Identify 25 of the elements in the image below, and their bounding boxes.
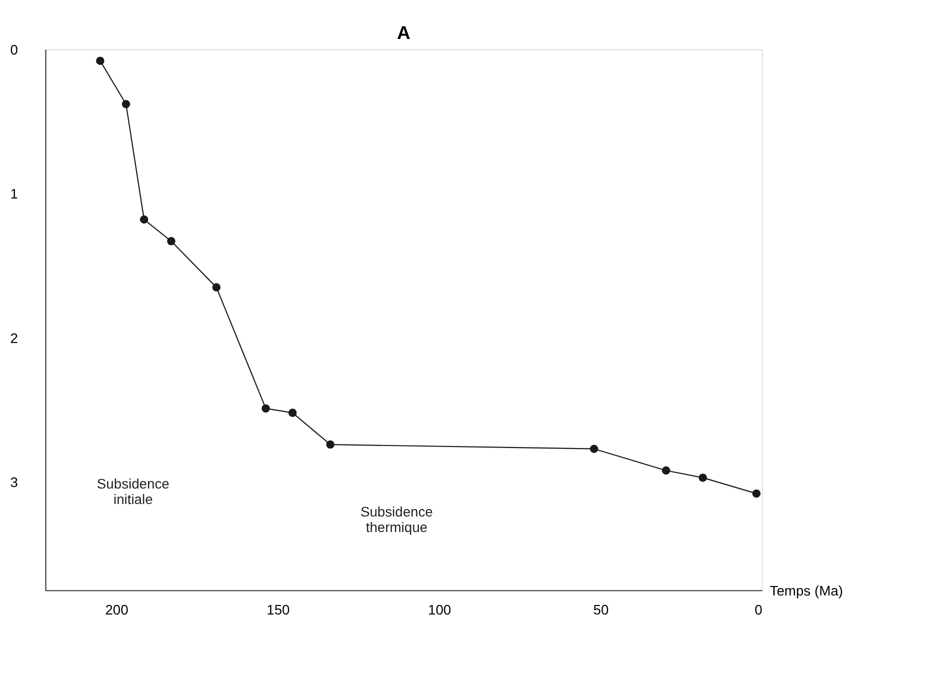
point [698, 474, 707, 482]
annotation: Subsidence thermique [360, 503, 434, 535]
y-tick-label: 1 [10, 186, 18, 202]
chart-title: A [396, 22, 410, 44]
annotation: Subsidence initiale [96, 476, 170, 508]
y-tick-label: 0 [10, 41, 18, 58]
point [326, 440, 334, 449]
point [262, 404, 270, 413]
point [167, 237, 176, 246]
x-tick-label: 100 [428, 602, 452, 618]
point [288, 408, 297, 417]
point [662, 466, 670, 475]
x-tick-label: 0 [754, 602, 763, 618]
x-tick-label: 150 [266, 602, 290, 618]
y-tick-label: 3 [10, 474, 18, 490]
point [140, 215, 148, 224]
x-tick-label: 200 [105, 602, 129, 618]
x-axis-title: Temps (Ma) [770, 582, 843, 598]
point [590, 444, 598, 453]
point [212, 283, 221, 292]
x-tick-label: 50 [593, 602, 609, 618]
point [752, 489, 761, 498]
y-tick-label: 2 [10, 330, 18, 346]
point [122, 100, 130, 108]
point [96, 56, 104, 65]
